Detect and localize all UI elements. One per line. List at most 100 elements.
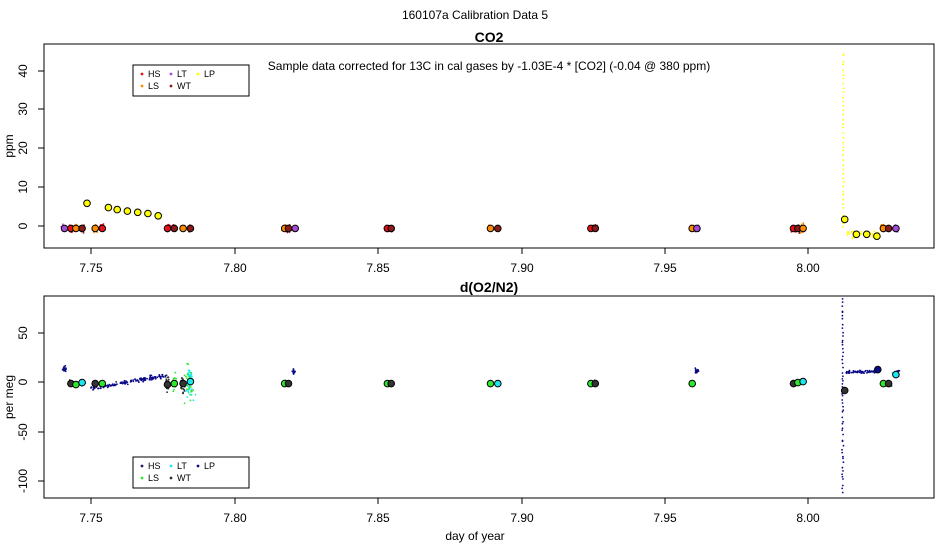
o2n2-sample-point xyxy=(189,399,192,402)
co2-xtick-label: 7.95 xyxy=(653,261,677,275)
co2-mean-fill xyxy=(84,200,90,207)
o2n2-sample-point xyxy=(187,363,190,366)
co2-mean-fill xyxy=(873,233,880,240)
o2n2-mean-marker xyxy=(179,379,187,388)
o2n2-sample-point xyxy=(187,391,190,394)
o2n2-sample-point xyxy=(166,391,169,394)
o2n2-sample-point xyxy=(174,371,177,374)
o2n2-sample-point xyxy=(144,379,147,381)
co2-mean-fill xyxy=(487,225,494,232)
co2-sample-point xyxy=(842,154,844,157)
o2n2-sample-point xyxy=(161,373,164,376)
co2-mean-marker xyxy=(83,199,91,208)
o2n2-sample-point xyxy=(159,375,162,378)
o2n2-sample-point xyxy=(143,376,146,379)
co2-mean-fill xyxy=(794,225,801,232)
o2n2-sample-point xyxy=(135,380,137,382)
o2n2-sample-point xyxy=(186,373,189,376)
o2n2-sample-point xyxy=(189,393,192,396)
co2-mean-marker xyxy=(133,208,142,217)
co2-mean-marker xyxy=(170,224,179,233)
o2n2-sample-point xyxy=(165,378,168,381)
o2n2-mean-fill xyxy=(494,380,501,387)
o2n2-sample-point xyxy=(841,475,844,478)
o2n2-sample-point xyxy=(185,375,187,378)
o2n2-mean-fill xyxy=(885,380,892,387)
o2n2-sample-point xyxy=(130,379,132,382)
co2-sample-point xyxy=(842,168,845,171)
o2n2-sample-point xyxy=(187,372,190,374)
o2n2-sample-point xyxy=(841,448,843,451)
co2-sample-point xyxy=(842,104,845,107)
o2n2-sample-point xyxy=(156,376,159,379)
o2n2-sample-point xyxy=(842,420,844,423)
o2n2-sample-point xyxy=(164,374,167,377)
o2n2-sample-point xyxy=(841,358,844,361)
o2n2-sample-point xyxy=(149,374,152,377)
o2n2-sample-point xyxy=(841,399,844,401)
co2-sample-point xyxy=(842,69,844,72)
o2n2-sample-point xyxy=(842,478,844,480)
o2n2-sample-point xyxy=(126,383,129,386)
o2n2-sample-point xyxy=(125,380,127,383)
co2-sample-point xyxy=(861,233,863,236)
co2-sample-point xyxy=(842,132,845,134)
o2n2-ytick-label: 0 xyxy=(16,378,30,385)
o2n2-legend-box xyxy=(132,456,250,489)
co2-mean-fill xyxy=(92,225,99,232)
o2n2-sample-point xyxy=(188,376,191,378)
legend-marker-lp xyxy=(196,464,200,468)
o2n2-sample-point xyxy=(92,389,94,391)
legend-marker-ls xyxy=(140,84,144,88)
o2n2-sample-point xyxy=(110,384,113,387)
o2n2-mean-marker xyxy=(98,379,107,388)
o2n2-sample-point xyxy=(871,371,874,373)
co2-sample-point xyxy=(846,231,849,234)
o2n2-y-axis-label: per meg xyxy=(2,375,16,419)
co2-x-axis: 7.75 7.80 7.85 7.90 7.95 8.00 xyxy=(79,248,820,275)
o2n2-sample-point xyxy=(185,388,188,390)
o2n2-ytick-label: 50 xyxy=(16,326,30,340)
o2n2-sample-point xyxy=(842,461,845,464)
legend-marker-wt xyxy=(169,84,173,88)
o2n2-mean-marker xyxy=(494,379,502,388)
co2-mean-marker xyxy=(123,207,132,215)
o2n2-sample-point xyxy=(859,370,862,372)
o2n2-sample-point xyxy=(841,427,844,430)
o2n2-sample-point xyxy=(842,457,844,460)
co2-plot-frame xyxy=(43,43,935,249)
co2-sample-point xyxy=(846,233,849,236)
co2-sample-point xyxy=(842,87,845,90)
o2n2-mean-marker xyxy=(78,378,86,387)
co2-sample-point xyxy=(842,193,845,196)
co2-mean-marker xyxy=(486,224,495,233)
o2n2-sample-point xyxy=(64,368,67,371)
o2n2-sample-point xyxy=(866,369,869,372)
o2n2-sample-point xyxy=(194,393,197,396)
o2n2-legend: HS LS LT WT LP xyxy=(132,456,250,489)
o2n2-sample-point xyxy=(154,377,157,380)
co2-sample-point xyxy=(842,118,845,121)
figure-title: 160107a Calibration Data 5 xyxy=(402,8,548,22)
o2n2-sample-point xyxy=(842,351,845,354)
co2-sample-point xyxy=(842,191,845,193)
o2n2-sample-point xyxy=(841,402,844,404)
co2-mean-marker xyxy=(186,224,195,233)
co2-mean-fill xyxy=(880,225,887,232)
o2n2-xtick-label: 7.75 xyxy=(79,511,103,525)
x-axis-label: day of year xyxy=(445,529,504,543)
co2-sample-point xyxy=(842,207,845,209)
legend-label-lp: LP xyxy=(204,461,215,471)
o2n2-sample-point xyxy=(841,339,844,342)
o2n2-sample-point xyxy=(185,390,188,392)
o2n2-sample-point xyxy=(841,317,844,320)
o2n2-sample-point xyxy=(841,422,844,425)
o2n2-sample-point xyxy=(90,387,92,389)
o2n2-mean-marker xyxy=(884,379,893,388)
o2n2-sample-point xyxy=(841,487,844,490)
co2-mean-marker xyxy=(799,224,807,233)
o2n2-xtick-label: 7.80 xyxy=(223,511,247,525)
co2-xtick-label: 7.85 xyxy=(366,261,390,275)
o2n2-sample-point xyxy=(861,372,863,374)
o2n2-sample-point xyxy=(842,366,844,369)
